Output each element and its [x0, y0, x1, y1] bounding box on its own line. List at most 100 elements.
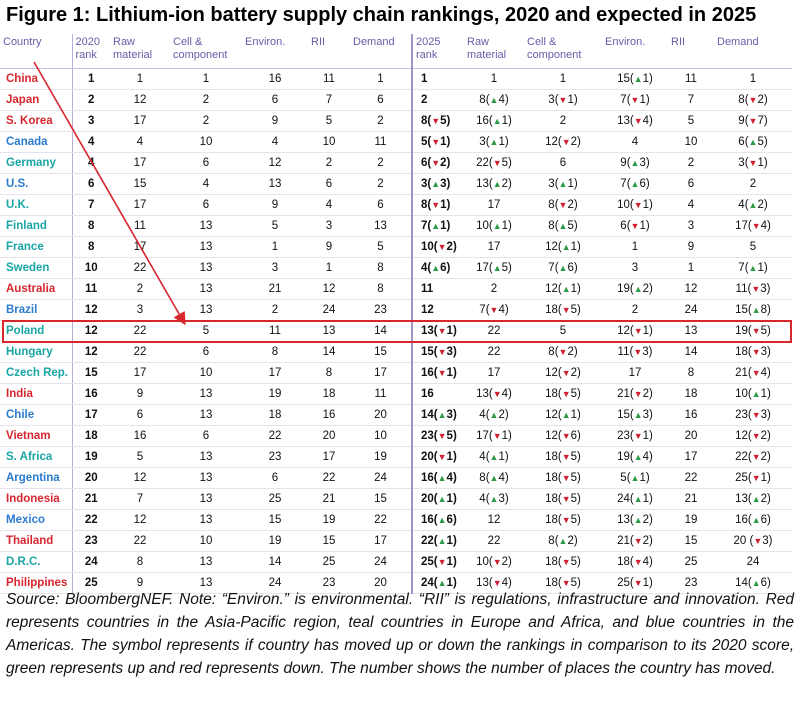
2025-raw-material-cell: 12	[464, 509, 524, 531]
2020-demand-cell: 24	[350, 467, 412, 489]
2020-rank-cell: 16	[71, 383, 110, 405]
2020-rank-cell: 11	[71, 278, 110, 300]
2020-environ-cell: 18	[242, 404, 308, 426]
up-arrow-icon: ▲	[558, 179, 568, 189]
down-arrow-icon: ▼	[751, 347, 761, 357]
2025-rii-cell: 11	[668, 68, 714, 90]
2025-rii-cell: 13	[668, 320, 714, 342]
2020-environ-cell: 25	[242, 488, 308, 510]
2020-rii-cell: 2	[308, 152, 350, 174]
up-arrow-icon: ▲	[437, 410, 447, 420]
2025-cell-component-cell: 6	[524, 152, 602, 174]
2020-environ-cell: 6	[242, 89, 308, 111]
2025-raw-material-cell: 17	[464, 194, 524, 216]
table-row: Philippines 25 9 13 24 23 20 24(▲1) 13(▼4) 18(▼5)…	[0, 572, 792, 594]
2025-rii-cell: 23	[668, 572, 714, 594]
2025-cell-component-cell: 12(▼2)	[524, 362, 602, 384]
up-arrow-icon: ▲	[561, 284, 571, 294]
up-arrow-icon: ▲	[492, 221, 502, 231]
2025-demand-cell: 14(▲6)	[714, 572, 792, 594]
2025-demand-cell: 1	[714, 68, 792, 90]
2025-raw-material-cell: 10(▲1)	[464, 215, 524, 237]
2025-rii-cell: 8	[668, 362, 714, 384]
down-arrow-icon: ▼	[751, 284, 761, 294]
table-row: U.K. 7 17 6 9 4 6 8(▼1) 17 8(▼2) 10(▼1) 4 4(▲2)	[0, 194, 792, 216]
2020-raw-material-cell: 4	[110, 131, 170, 153]
2025-environ-cell: 21(▼2)	[602, 383, 668, 405]
2020-demand-cell: 10	[350, 425, 412, 447]
2020-raw-material-cell: 9	[110, 383, 170, 405]
2025-rii-cell: 6	[668, 173, 714, 195]
2025-rank-cell: 15(▼3)	[411, 341, 464, 363]
2020-cell-component-cell: 13	[170, 509, 242, 531]
country-name: Vietnam	[0, 425, 72, 447]
table-row: China 1 1 1 16 11 1 1 1 1 15(▲1) 11 1	[0, 68, 792, 90]
down-arrow-icon: ▼	[561, 473, 571, 483]
2020-environ-cell: 4	[242, 131, 308, 153]
table-row: Czech Rep. 15 17 10 17 8 17 16(▼1) 17 12(▼2) 17 8 21…	[0, 362, 792, 384]
country-name: Philippines	[0, 572, 72, 594]
table-row: Indonesia 21 7 13 25 21 15 20(▲1) 4(▲3) 18(▼5) 24(…	[0, 488, 792, 510]
up-arrow-icon: ▲	[633, 515, 643, 525]
country-name: Finland	[0, 215, 72, 237]
2025-environ-cell: 19(▲2)	[602, 278, 668, 300]
2020-rii-cell: 1	[308, 257, 350, 279]
country-name: Czech Rep.	[0, 362, 72, 384]
2020-rank-cell: 19	[71, 446, 110, 468]
2020-demand-cell: 19	[350, 446, 412, 468]
table-row: Germany 4 17 6 12 2 2 6(▼2) 22(▼5) 6 9(▲3) 2 3(▼1)	[0, 152, 792, 174]
country-name: France	[0, 236, 72, 258]
2020-rii-cell: 18	[308, 383, 350, 405]
down-arrow-icon: ▼	[748, 95, 758, 105]
header-country: Country	[0, 34, 72, 69]
2025-rii-cell: 12	[668, 278, 714, 300]
header-2020-demand: Demand	[350, 34, 412, 69]
2020-raw-material-cell: 3	[110, 299, 170, 321]
down-arrow-icon: ▼	[558, 347, 568, 357]
2020-cell-component-cell: 13	[170, 551, 242, 573]
table-row: U.S. 6 15 4 13 6 2 3(▲3) 13(▲2) 3(▲1) 7(▲6) 6 2	[0, 173, 792, 195]
up-arrow-icon: ▲	[437, 536, 447, 546]
2025-cell-component-cell: 12(▼6)	[524, 425, 602, 447]
2025-raw-material-cell: 17(▲5)	[464, 257, 524, 279]
2025-rii-cell: 22	[668, 467, 714, 489]
2025-rank-cell: 6(▼2)	[411, 152, 464, 174]
down-arrow-icon: ▼	[492, 389, 502, 399]
up-arrow-icon: ▲	[751, 389, 761, 399]
2025-demand-cell: 8(▼2)	[714, 89, 792, 111]
down-arrow-icon: ▼	[748, 116, 758, 126]
2020-environ-cell: 15	[242, 509, 308, 531]
2025-rank-cell: 14(▲3)	[411, 404, 464, 426]
2020-environ-cell: 1	[242, 236, 308, 258]
up-arrow-icon: ▲	[558, 221, 568, 231]
down-arrow-icon: ▼	[437, 326, 447, 336]
2025-rank-cell: 23(▼5)	[411, 425, 464, 447]
2020-cell-component-cell: 2	[170, 110, 242, 132]
2025-rii-cell: 7	[668, 89, 714, 111]
2020-demand-cell: 5	[350, 236, 412, 258]
down-arrow-icon: ▼	[633, 536, 643, 546]
down-arrow-icon: ▼	[431, 116, 441, 126]
down-arrow-icon: ▼	[437, 557, 447, 567]
2020-rank-cell: 4	[71, 131, 110, 153]
2020-raw-material-cell: 17	[110, 194, 170, 216]
up-arrow-icon: ▲	[751, 578, 761, 588]
2020-demand-cell: 13	[350, 215, 412, 237]
2025-environ-cell: 15(▲3)	[602, 404, 668, 426]
country-name: Chile	[0, 404, 72, 426]
down-arrow-icon: ▼	[561, 389, 571, 399]
2020-cell-component-cell: 4	[170, 173, 242, 195]
2025-rank-cell: 12	[411, 299, 464, 321]
2025-raw-material-cell: 17	[464, 236, 524, 258]
2020-raw-material-cell: 22	[110, 530, 170, 552]
down-arrow-icon: ▼	[561, 431, 571, 441]
down-arrow-icon: ▼	[492, 431, 502, 441]
down-arrow-icon: ▼	[558, 200, 568, 210]
2025-rank-cell: 5(▼1)	[411, 131, 464, 153]
country-name: Hungary	[0, 341, 72, 363]
2025-rii-cell: 15	[668, 530, 714, 552]
up-arrow-icon: ▲	[489, 452, 499, 462]
2020-rank-cell: 21	[71, 488, 110, 510]
down-arrow-icon: ▼	[492, 557, 502, 567]
down-arrow-icon: ▼	[489, 305, 499, 315]
